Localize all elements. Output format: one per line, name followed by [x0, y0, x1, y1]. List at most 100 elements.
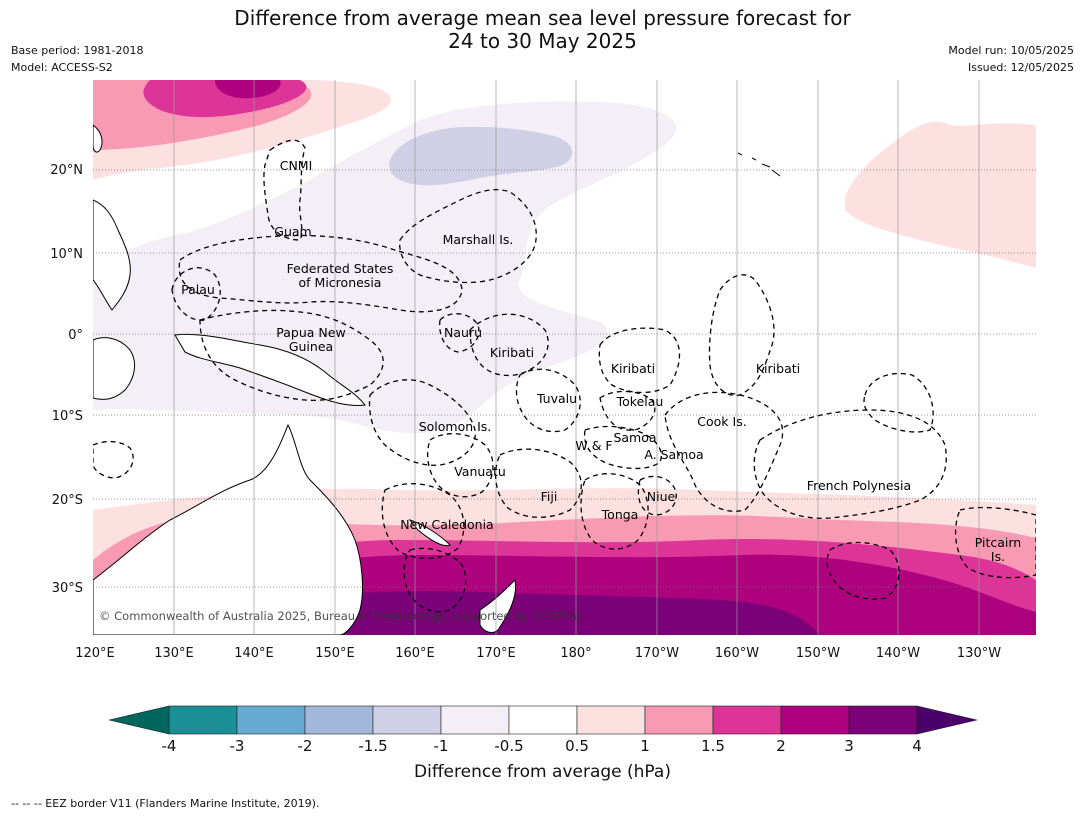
colorbar-tick-label: -3 [229, 737, 245, 755]
eez-niue [637, 475, 677, 516]
lon-label-130w: 130°W [957, 646, 1001, 661]
lat-label-20n: 20°N [50, 163, 83, 178]
label-niue: Niue [647, 489, 676, 504]
label-solomon: Solomon Is. [419, 419, 492, 434]
eez-tokelau [599, 390, 656, 431]
colorbar-tick-label: -1.5 [358, 737, 388, 755]
label-cnmi: CNMI [280, 158, 313, 173]
chart-title: Difference from average mean sea level p… [0, 7, 1085, 53]
colorbar-tick-label: 3 [844, 737, 854, 755]
contour-0-5-northeast [845, 121, 1036, 268]
eez-wallis-samoa [583, 425, 662, 470]
longitude-axis: 120°E 130°E 140°E 150°E 160°E 170°E 180°… [75, 646, 1001, 661]
label-cook: Cook Is. [697, 414, 746, 429]
label-nauru: Nauru [444, 325, 482, 340]
eez-solomon [368, 379, 476, 466]
new-zealand-landmass [479, 578, 517, 633]
label-tonga: Tonga [601, 507, 639, 522]
base-period: Base period: 1981-2018 [11, 44, 144, 57]
colorbar-tick-label: 1.5 [701, 737, 725, 755]
eez-marshall [399, 189, 537, 284]
label-french-polynesia: French Polynesia [807, 478, 911, 493]
eez-legend-footer: -- -- -- EEZ border V11 (Flanders Marine… [11, 797, 320, 810]
eez-palau [171, 267, 221, 321]
label-wallis-futuna: W & F [575, 438, 612, 453]
model-run: Model run: 10/05/2025 [948, 44, 1074, 57]
colorbar-segment [508, 705, 578, 735]
philippines-landmass [93, 199, 131, 311]
colorbar-segment [304, 705, 374, 735]
gridlines [173, 80, 980, 635]
colorbar-segment [440, 705, 510, 735]
label-png-2: Guinea [289, 339, 333, 354]
lon-label-180: 180° [560, 646, 591, 661]
colorbar-tick-label: -1 [433, 737, 449, 755]
eez-tuvalu [515, 368, 581, 433]
australia-landmass [93, 423, 363, 635]
lat-label-30s: 30°S [52, 581, 83, 596]
label-fsm-2: of Micronesia [299, 275, 382, 290]
issued-date: Issued: 12/05/2025 [967, 61, 1074, 74]
colorbar-under-arrow [108, 705, 170, 735]
label-new-caledonia: New Caledonia [400, 517, 493, 532]
label-png-1: Papua New [276, 325, 345, 340]
model-name: Model: ACCESS-S2 [11, 61, 113, 74]
lat-label-0: 0° [68, 328, 83, 343]
lon-label-170w: 170°W [635, 646, 679, 661]
eez-vanuatu [427, 433, 494, 498]
eez-fiji [494, 448, 582, 518]
label-kiribati-east: Kiribati [756, 361, 800, 376]
lon-label-140e: 140°E [234, 646, 274, 661]
eez-png-west [93, 440, 134, 479]
label-kiribati-central: Kiribati [611, 361, 655, 376]
label-kiribati-west: Kiribati [490, 345, 534, 360]
new-guinea-landmass [174, 333, 366, 407]
eez-tonga [580, 473, 649, 550]
colorbar-segment [236, 705, 306, 735]
eez-frpoly-north [863, 372, 934, 433]
contour-2-north [215, 80, 281, 99]
lon-label-160e: 160°E [395, 646, 435, 661]
borneo-sulawesi-landmass [93, 337, 136, 401]
meta-left: Base period: 1981-2018 Model: ACCESS-S2 [11, 42, 143, 76]
colorbar-title: Difference from average (hPa) [414, 762, 671, 782]
lon-label-140w: 140°W [876, 646, 920, 661]
eez-new-caledonia [381, 483, 465, 560]
contour-neg-1 [389, 126, 573, 186]
meta-right: Model run: 10/05/2025 Issued: 12/05/2025 [948, 42, 1074, 76]
latitude-axis: 20°N 10°N 0° 10°S 20°S 30°S [50, 163, 83, 596]
colorbar-tick-label: -0.5 [494, 737, 524, 755]
colorbar-tick-label: 4 [912, 737, 922, 755]
taiwan-japan-coast [93, 124, 103, 153]
title-line-1: Difference from average mean sea level p… [234, 6, 851, 30]
label-fsm-1: Federated States [287, 261, 394, 276]
label-vanuatu: Vanuatu [454, 464, 506, 479]
lon-label-130e: 130°E [154, 646, 194, 661]
lon-label-120e: 120°E [75, 646, 115, 661]
label-tuvalu: Tuvalu [536, 391, 577, 406]
colorbar-segment [712, 705, 782, 735]
lat-label-20s: 20°S [52, 493, 83, 508]
colorbar-tick-label: 0.5 [565, 737, 589, 755]
title-line-2: 24 to 30 May 2025 [448, 29, 637, 53]
label-pitcairn-1: Pitcairn [975, 535, 1021, 550]
label-palau: Palau [181, 282, 215, 297]
lat-label-10s: 10°S [52, 409, 83, 424]
label-tokelau: Tokelau [616, 394, 664, 409]
copyright-notice: © Commonwealth of Australia 2025, Bureau… [99, 609, 584, 623]
colorbar-tick-label: -4 [161, 737, 177, 755]
eez-pitcairn [954, 506, 1036, 579]
colorbar-tick-label: -2 [297, 737, 313, 755]
colorbar-segment [372, 705, 442, 735]
lon-label-160w: 160°W [715, 646, 759, 661]
label-american-samoa: A. Samoa [644, 447, 703, 462]
eez-australia-east [403, 547, 467, 613]
colorbar-segment [780, 705, 850, 735]
place-labels: CNMI Guam Marshall Is. Federated States … [181, 158, 1021, 564]
label-fiji: Fiji [541, 489, 558, 504]
hawaii-islands [737, 152, 781, 177]
eez-cnmi-guam [263, 139, 306, 241]
colorbar-segment [168, 705, 238, 735]
colorbar [108, 705, 978, 735]
